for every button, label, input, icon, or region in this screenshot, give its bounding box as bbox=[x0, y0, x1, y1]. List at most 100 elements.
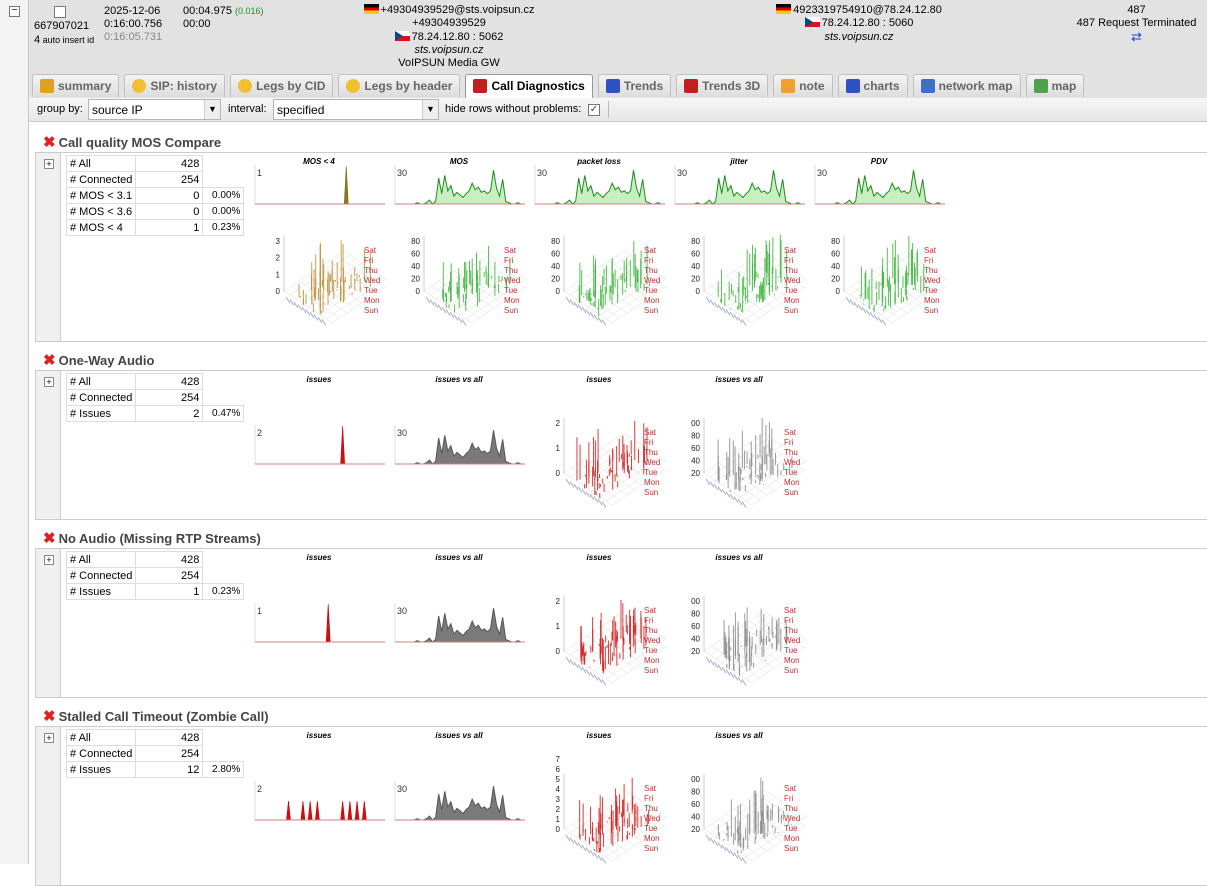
day-label: Mon bbox=[644, 656, 660, 665]
tab-map[interactable]: map bbox=[1025, 74, 1085, 97]
stat-label: # MOS < 4 bbox=[65, 219, 137, 236]
day-label: Mon bbox=[784, 296, 800, 305]
problem-x-icon: ✖ bbox=[43, 134, 56, 151]
day-label: Fri bbox=[504, 256, 514, 265]
source-ip-axis-mark bbox=[861, 306, 867, 314]
stat-value: 428 bbox=[135, 729, 204, 746]
z-tick-label: 0 bbox=[276, 287, 281, 296]
interval-select[interactable]: specified ▼ bbox=[273, 99, 439, 120]
callee-domain: sts.voipsun.cz bbox=[824, 30, 894, 43]
source-ip-axis-mark bbox=[709, 659, 715, 666]
source-ip-axis-mark bbox=[309, 311, 315, 319]
record-checkbox[interactable] bbox=[54, 6, 66, 18]
toolbar-divider bbox=[608, 101, 609, 118]
group-by-select[interactable]: source IP ▼ bbox=[88, 99, 221, 120]
source-ip-axis-mark bbox=[721, 488, 727, 496]
chevron-down-icon: ▼ bbox=[204, 100, 220, 119]
tab-sip-history[interactable]: SIP: history bbox=[124, 74, 226, 97]
source-ip-axis-mark bbox=[737, 316, 743, 324]
bulb-icon bbox=[238, 79, 253, 93]
toolbar: group by: source IP ▼ interval: specified… bbox=[29, 98, 1207, 122]
source-ip-axis-mark bbox=[737, 498, 743, 506]
source-ip-axis-mark bbox=[429, 299, 435, 306]
z-tick-label: 40 bbox=[691, 457, 700, 466]
chart-title: issues vs all bbox=[715, 553, 763, 562]
collapse-row-button[interactable]: − bbox=[9, 6, 20, 17]
source-ip-axis-mark bbox=[733, 314, 739, 321]
source-ip-axis-mark bbox=[873, 314, 879, 321]
connect-duration: 00:00 bbox=[183, 18, 211, 30]
section-panel: + # All 428 # Connected 254 # Issues 2 0.47% iss… bbox=[35, 370, 1207, 520]
tab-note[interactable]: note bbox=[773, 74, 833, 97]
source-ip-axis-mark bbox=[709, 481, 715, 488]
tab-trends-3d[interactable]: Trends 3D bbox=[676, 74, 769, 97]
callee-ip: 78.24.12.80 : 5060 bbox=[821, 17, 914, 30]
source-ip-axis-mark bbox=[457, 316, 463, 324]
source-ip-axis-mark bbox=[445, 309, 451, 316]
z-tick-label: 40 bbox=[551, 262, 560, 271]
y-max-label: 30 bbox=[397, 168, 407, 178]
stat-value: 428 bbox=[135, 155, 204, 172]
expand-button[interactable]: + bbox=[44, 733, 54, 743]
source-ip-axis-mark bbox=[593, 314, 599, 321]
tab-call-diagnostics[interactable]: Call Diagnostics bbox=[465, 74, 593, 98]
expand-button[interactable]: + bbox=[44, 377, 54, 387]
source-ip-axis-mark bbox=[425, 296, 431, 304]
tab-legs-by-header[interactable]: Legs by header bbox=[338, 74, 461, 97]
source-ip-axis-mark bbox=[581, 666, 587, 674]
day-label: Thu bbox=[784, 626, 798, 635]
z-tick-label: 0 bbox=[556, 469, 561, 478]
summary-icon bbox=[40, 79, 54, 93]
source-ip-axis-mark bbox=[733, 674, 739, 681]
tab-summary[interactable]: summary bbox=[32, 74, 120, 97]
source-ip-axis-mark bbox=[597, 316, 603, 324]
tab-trends[interactable]: Trends bbox=[597, 74, 672, 97]
chart-title: issues bbox=[306, 375, 332, 384]
z-tick-label: 0 bbox=[836, 287, 841, 296]
source-ip-axis-mark bbox=[449, 311, 455, 319]
z-tick-label: 20 bbox=[691, 825, 700, 834]
stats-row: # Issues 1 0.23% bbox=[65, 583, 245, 600]
hide-rows-checkbox[interactable]: ✓ bbox=[588, 104, 600, 116]
expand-button[interactable]: + bbox=[44, 159, 54, 169]
series-area bbox=[396, 608, 524, 643]
stats-table: # All 428 # Connected 254 # MOS < 3.1 0 0.00% #… bbox=[65, 155, 245, 236]
czech-flag-icon bbox=[394, 30, 410, 41]
source-ip-axis-mark bbox=[461, 319, 467, 326]
source-ip-axis-mark bbox=[601, 857, 607, 864]
section-title-text: One-Way Audio bbox=[58, 353, 155, 368]
z-tick-label: 60 bbox=[831, 250, 840, 259]
source-ip-axis-mark bbox=[853, 301, 859, 309]
tab-label: network map bbox=[938, 79, 1013, 93]
tab-legs-by-cid[interactable]: Legs by CID bbox=[230, 74, 334, 97]
source-ip-axis-mark bbox=[285, 296, 291, 304]
tab-charts[interactable]: charts bbox=[837, 74, 908, 97]
source-ip-axis-mark bbox=[705, 478, 711, 486]
direction-arrows-icon: ⇄ bbox=[1131, 28, 1142, 44]
day-label: Wed bbox=[504, 276, 520, 285]
expand-button[interactable]: + bbox=[44, 555, 54, 565]
chart-2d: packet loss 30 bbox=[534, 157, 666, 205]
source-ip-axis-mark bbox=[593, 496, 599, 503]
y-max-label: 30 bbox=[537, 168, 547, 178]
day-label: Mon bbox=[504, 296, 520, 305]
source-ip-axis-mark bbox=[709, 837, 715, 844]
map-icon bbox=[1033, 79, 1048, 93]
source-ip-axis-mark bbox=[589, 671, 595, 679]
caller-ip: 78.24.12.80 : 5062 bbox=[411, 30, 504, 43]
source-ip-axis-mark bbox=[725, 669, 731, 676]
stat-value: 1 bbox=[135, 219, 204, 236]
tab-network-map[interactable]: network map bbox=[912, 74, 1021, 97]
issue-spike bbox=[307, 801, 313, 821]
z-tick-label: 00 bbox=[691, 419, 700, 428]
chart-title: issues vs all bbox=[715, 731, 763, 740]
day-label: Thu bbox=[644, 804, 658, 813]
section-title: ✖ No Audio (Missing RTP Streams) bbox=[43, 529, 261, 547]
bulb-icon bbox=[346, 79, 361, 93]
source-ip-axis-mark bbox=[585, 847, 591, 854]
source-ip-axis-mark bbox=[881, 319, 887, 326]
issue-spike bbox=[300, 801, 306, 821]
z-tick-label: 20 bbox=[691, 647, 700, 656]
series-area bbox=[396, 430, 524, 465]
z-tick-label: 0 bbox=[556, 287, 561, 296]
